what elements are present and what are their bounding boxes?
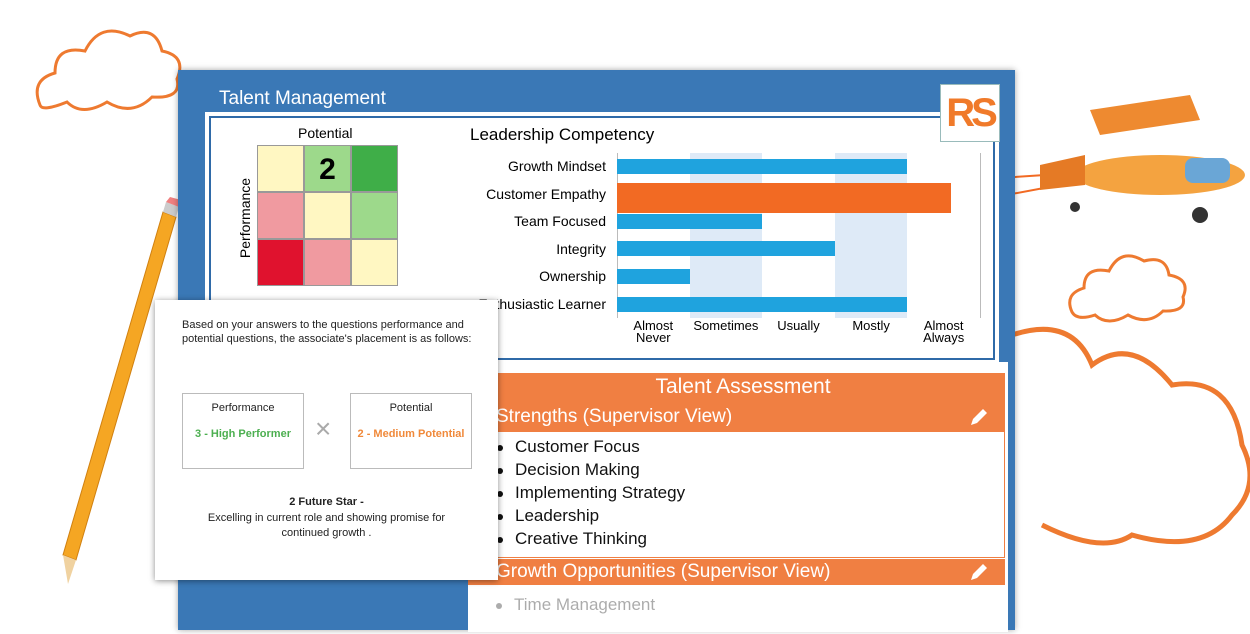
bar [617, 158, 908, 174]
x-tick-label: Usually [777, 318, 820, 333]
matrix-x-label: Potential [298, 125, 353, 141]
matrix-cell [257, 192, 304, 239]
edit-icon[interactable] [968, 561, 990, 583]
list-item: Leadership [496, 506, 600, 525]
window-title: Talent Management [219, 88, 386, 109]
y-tick-label: Ownership [539, 268, 606, 285]
matrix-cell [351, 145, 398, 192]
grid-band [689, 153, 763, 318]
potential-value: 2 - Medium Potential [357, 428, 465, 440]
growth-list: Time Management [468, 587, 1003, 627]
airplane [952, 95, 1245, 223]
matrix: 2 [257, 145, 398, 286]
axis-line [980, 153, 981, 318]
x-tick-label: Mostly [852, 318, 890, 333]
y-tick-label: Customer Empathy [486, 185, 606, 202]
strengths-list: Customer Focus Decision Making Implementin… [468, 432, 1005, 558]
cloud [1011, 326, 1250, 546]
placement-popup: Based on your answers to the questions p… [155, 300, 498, 580]
matrix-cell [257, 145, 304, 192]
bar [617, 268, 690, 284]
assessment-title: Talent Assessment [655, 375, 831, 398]
list-item: Time Management [495, 595, 656, 614]
assessment-header [468, 373, 1005, 432]
y-tick-label: Team Focused [514, 213, 606, 230]
clouds [35, 29, 1250, 546]
performance-label: Performance [211, 402, 275, 414]
potential-box: Potential 2 - Medium Potential [350, 393, 472, 469]
logo: RS [940, 84, 1000, 142]
growth-heading: Growth Opportunities (Supervisor View) [496, 561, 831, 582]
y-tick-label: Growth Mindset [507, 158, 606, 174]
x-tick-label: Almost Never [633, 318, 674, 345]
matrix-cell [351, 239, 398, 286]
strengths-heading: Strengths (Supervisor View) [496, 406, 733, 427]
potential-label: Potential [389, 402, 433, 414]
bar [617, 213, 763, 229]
performance-box: Performance 3 - High Performer [182, 393, 304, 469]
list-item: Decision Making [497, 460, 640, 479]
list-item: Creative Thinking [497, 529, 647, 548]
matrix-cell [304, 192, 351, 239]
matrix-cell [351, 192, 398, 239]
matrix-y-label: Performance [237, 177, 253, 259]
bar [617, 241, 835, 257]
times-sign: × [315, 413, 332, 444]
bar [617, 182, 951, 213]
edit-icon[interactable] [968, 406, 990, 428]
bar [617, 296, 908, 312]
result-text: Excelling in current role and showing pr… [207, 512, 446, 539]
y-tick-label: Enthusiastic Learner [478, 296, 606, 312]
performance-value: 3 - High Performer [195, 428, 291, 440]
axis-line [617, 153, 618, 318]
assessment-panel: Talent Assessment Strengths (Supervisor … [468, 362, 1008, 632]
matrix-cell [304, 239, 351, 286]
result-title: 2 Future Star - [289, 496, 364, 508]
cloud [1068, 254, 1187, 323]
list-item: Implementing Strategy [496, 483, 686, 502]
growth-header [468, 559, 1005, 585]
grid-band [834, 153, 908, 318]
x-tick-label: Almost Always [923, 318, 965, 345]
popup-intro: Based on your answers to the questions p… [182, 319, 472, 345]
matrix-cell [257, 239, 304, 286]
matrix-cell: 2 [304, 145, 351, 192]
pencil [62, 197, 181, 584]
y-tick-label: Integrity [556, 240, 606, 257]
x-tick-label: Sometimes [693, 318, 759, 333]
list-item: Customer Focus [497, 437, 640, 456]
chart-title: Leadership Competency [470, 125, 655, 144]
cloud [35, 29, 182, 111]
